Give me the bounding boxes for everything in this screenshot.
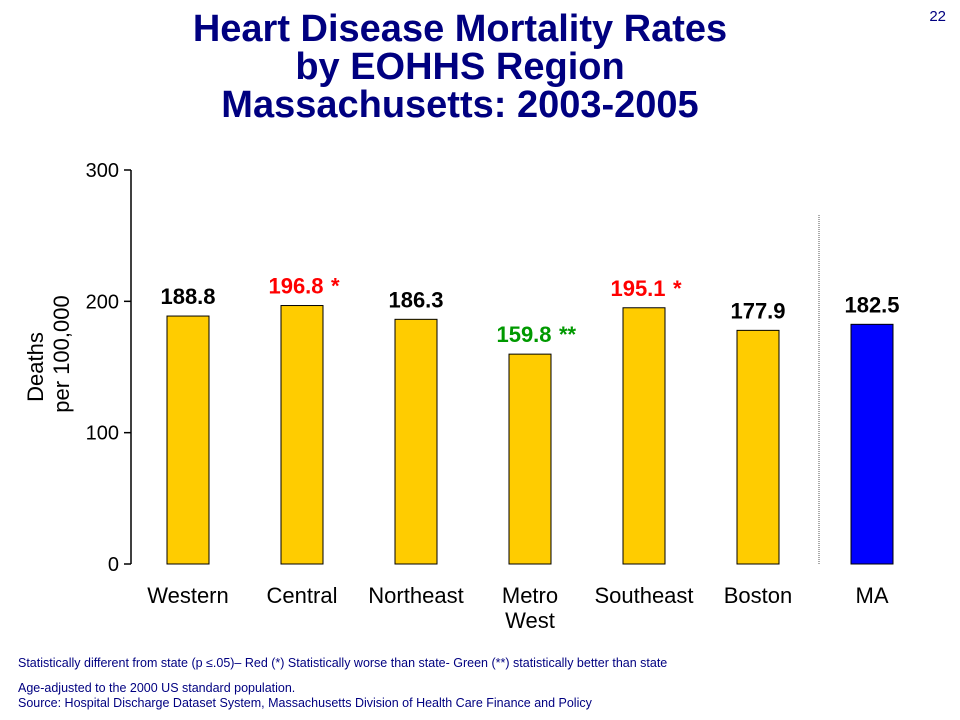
footnotes: Statistically different from state (p ≤.… — [18, 656, 948, 711]
bar-metro-west — [508, 353, 552, 565]
age-adjusted-note: Age-adjusted to the 2000 US standard pop… — [18, 681, 296, 695]
y-axis-label-line-1: Deaths — [23, 332, 48, 402]
page-number: 22 — [929, 8, 946, 25]
value-label: 196.8 — [268, 274, 323, 299]
value-label: 182.5 — [844, 292, 899, 317]
y-tick-label: 100 — [86, 423, 119, 445]
value-label: 188.8 — [160, 284, 215, 309]
title-line-1: Heart Disease Mortality Rates — [192, 8, 728, 50]
chart-title: Heart Disease Mortality Rates by EOHHS R… — [0, 10, 960, 124]
x-tick-label: Northeast — [368, 583, 463, 608]
bar-chart: 0 100 200 300 Deaths per 100,000 188.8 Western 1… — [23, 160, 900, 633]
value-label: 159.8 — [496, 322, 551, 347]
title-line-3: Massachusetts: 2003-2005 — [221, 84, 699, 126]
value-label: 177.9 — [730, 298, 785, 323]
x-tick-label: Boston — [724, 583, 793, 608]
x-tick-label: Southeast — [594, 583, 693, 608]
source-note: Source: Hospital Discharge Dataset Syste… — [18, 696, 592, 710]
x-tick-label: West — [505, 608, 555, 633]
significance-marker: ** — [559, 322, 577, 347]
bar-central — [280, 305, 324, 565]
y-axis-label-line-2: per 100,000 — [49, 295, 74, 412]
significance-note: Statistically different from state (p ≤.… — [18, 656, 668, 670]
y-tick-label: 0 — [108, 554, 119, 576]
title-line-2: by EOHHS Region — [295, 46, 625, 88]
x-tick-label: MA — [856, 583, 889, 608]
significance-marker: * — [331, 274, 340, 299]
bar-boston — [736, 329, 780, 565]
significance-marker: * — [673, 276, 682, 301]
y-tick-label: 300 — [86, 160, 119, 182]
value-label: 186.3 — [388, 287, 443, 312]
bar-western — [166, 315, 210, 565]
bar-southeast — [622, 307, 666, 565]
value-label: 195.1 — [610, 276, 665, 301]
x-tick-label: Central — [267, 583, 338, 608]
x-tick-label: Metro — [502, 583, 558, 608]
x-tick-label: Western — [147, 583, 229, 608]
y-tick-label: 200 — [86, 291, 119, 313]
bar-ma — [850, 323, 894, 565]
bar-northeast — [394, 318, 438, 565]
